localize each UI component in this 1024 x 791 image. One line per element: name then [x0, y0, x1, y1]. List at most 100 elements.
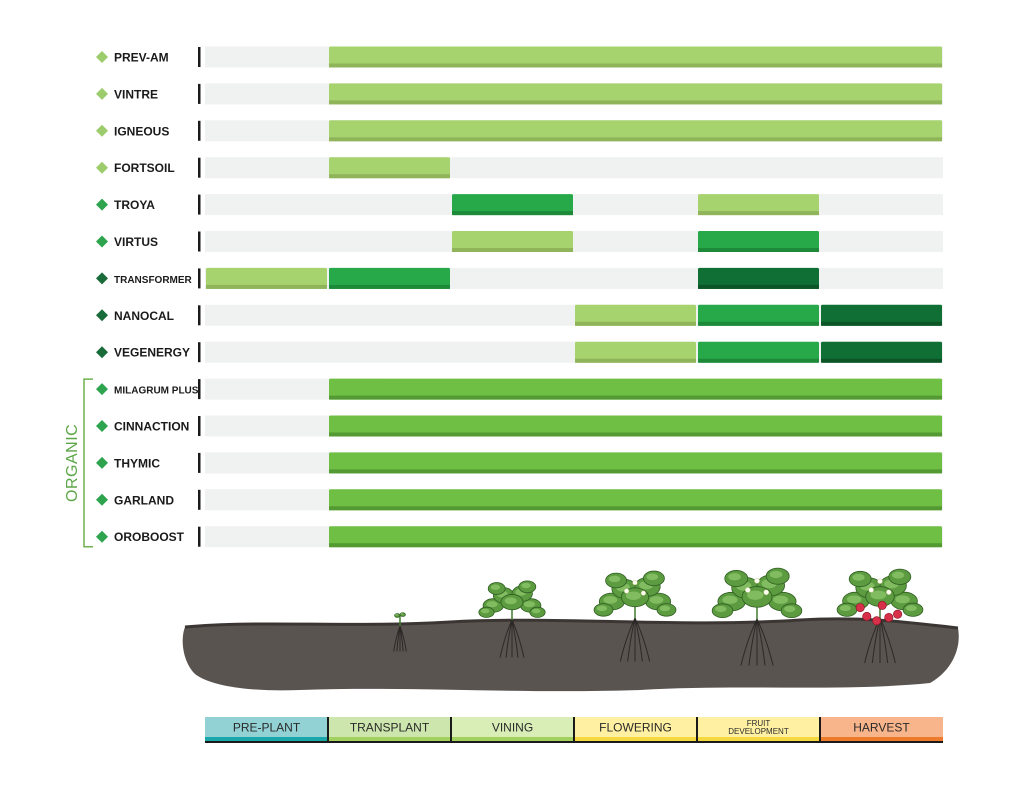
stage-vining: VINING	[451, 717, 574, 741]
row-divider	[198, 416, 201, 436]
plant-icon	[711, 567, 803, 666]
product-label: TROYA	[114, 198, 155, 212]
product-rows: PREV-AM VINTRE IGNEOUS FORTSOIL TROYA VIRTUS T…	[96, 46, 943, 548]
application-segment	[698, 194, 819, 216]
product-row-virtus: VIRTUS	[96, 231, 943, 252]
row-track	[205, 231, 943, 252]
soil-surface	[184, 617, 959, 630]
application-segment	[821, 304, 942, 326]
application-segment	[698, 341, 819, 363]
diamond-icon	[96, 456, 108, 469]
diamond-icon	[96, 161, 108, 174]
row-divider	[198, 194, 201, 215]
product-label: IGNEOUS	[114, 124, 169, 138]
row-divider	[198, 47, 201, 67]
product-row-oroboost: OROBOOST	[96, 526, 943, 548]
organic-group-label: ORGANIC	[64, 424, 81, 502]
diamond-icon	[96, 235, 108, 248]
stage-label: PRE-PLANT	[233, 721, 301, 735]
stage-fruit-development: FRUIT DEVELOPMENT	[697, 717, 820, 741]
application-segment	[329, 120, 942, 142]
stage-pre-plant: PRE-PLANT	[205, 717, 328, 741]
stage-flowering: FLOWERING	[574, 717, 697, 741]
stage-label: TRANSPLANT	[350, 721, 430, 735]
product-label: MILAGRUM PLUS	[114, 386, 199, 397]
product-row-cinnaction: CINNACTION	[96, 415, 943, 437]
product-row-vegenergy: VEGENERGY	[96, 341, 943, 363]
diamond-icon	[96, 198, 108, 211]
diamond-icon	[96, 87, 108, 100]
row-divider	[198, 489, 201, 510]
stage-label: FRUIT DEVELOPMENT	[728, 719, 789, 736]
product-row-transformer: TRANSFORMER	[96, 267, 943, 289]
product-label: NANOCAL	[114, 309, 174, 323]
product-label: VIRTUS	[114, 235, 158, 249]
row-divider	[198, 120, 201, 141]
stage-label: HARVEST	[853, 721, 910, 735]
plant-icon	[593, 570, 677, 662]
row-divider	[198, 268, 201, 289]
application-segment	[329, 267, 450, 289]
product-label: FORTSOIL	[114, 161, 175, 175]
plant-icon	[478, 580, 546, 658]
product-row-vintre: VINTRE	[96, 83, 943, 105]
diamond-icon	[96, 530, 108, 543]
stage-transplant: TRANSPLANT	[328, 717, 451, 741]
application-segment	[329, 452, 942, 474]
row-divider	[198, 231, 201, 252]
product-label: TRANSFORMER	[114, 275, 193, 286]
application-segment	[698, 231, 819, 252]
diamond-icon	[96, 124, 108, 137]
product-row-milagrum-plus: MILAGRUM PLUS	[96, 378, 943, 400]
application-segment	[698, 304, 819, 326]
diamond-icon	[96, 309, 108, 322]
product-row-nanocal: NANOCAL	[96, 304, 943, 326]
row-divider	[198, 83, 201, 104]
stage-axis-baseline	[205, 741, 943, 743]
product-row-garland: GARLAND	[96, 489, 943, 511]
application-segment	[329, 489, 942, 511]
organic-bracket	[83, 378, 93, 548]
growth-stage-axis: PRE-PLANT TRANSPLANT VINING FLOWERING FRUIT D…	[205, 717, 943, 743]
diamond-icon	[96, 346, 108, 359]
stage-divider	[696, 717, 698, 741]
product-label: PREV-AM	[114, 51, 169, 65]
application-segment	[698, 267, 819, 289]
diamond-icon	[96, 493, 108, 506]
diamond-icon	[96, 420, 108, 432]
application-segment	[821, 341, 942, 363]
plant-icon	[836, 568, 924, 664]
row-divider	[198, 379, 201, 400]
stage-divider	[573, 717, 575, 741]
product-row-troya: TROYA	[96, 194, 943, 216]
stage-harvest: HARVEST	[820, 717, 943, 741]
stage-label: VINING	[492, 721, 533, 735]
product-label: CINNACTION	[114, 420, 189, 434]
application-segment	[329, 83, 942, 105]
application-segment	[452, 231, 573, 252]
product-label: GARLAND	[114, 493, 174, 507]
product-row-fortsoil: FORTSOIL	[96, 157, 943, 179]
application-segment	[329, 526, 942, 548]
application-segment	[206, 267, 327, 289]
row-divider	[198, 452, 201, 473]
application-segment	[575, 304, 696, 326]
diamond-icon	[96, 272, 108, 285]
application-segment	[329, 415, 942, 437]
product-label: VINTRE	[114, 87, 158, 101]
product-label: VEGENERGY	[114, 346, 190, 360]
row-divider	[198, 305, 201, 326]
stage-divider	[819, 717, 821, 741]
application-segment	[575, 341, 696, 363]
row-track	[205, 157, 943, 179]
application-segment	[329, 157, 450, 179]
product-label: THYMIC	[114, 456, 160, 470]
plant-icon	[393, 612, 407, 652]
product-label: OROBOOST	[114, 530, 185, 544]
row-divider	[198, 526, 201, 547]
row-track	[205, 194, 943, 216]
row-divider	[198, 157, 201, 178]
diamond-icon	[96, 383, 108, 396]
soil-strip	[182, 618, 959, 692]
